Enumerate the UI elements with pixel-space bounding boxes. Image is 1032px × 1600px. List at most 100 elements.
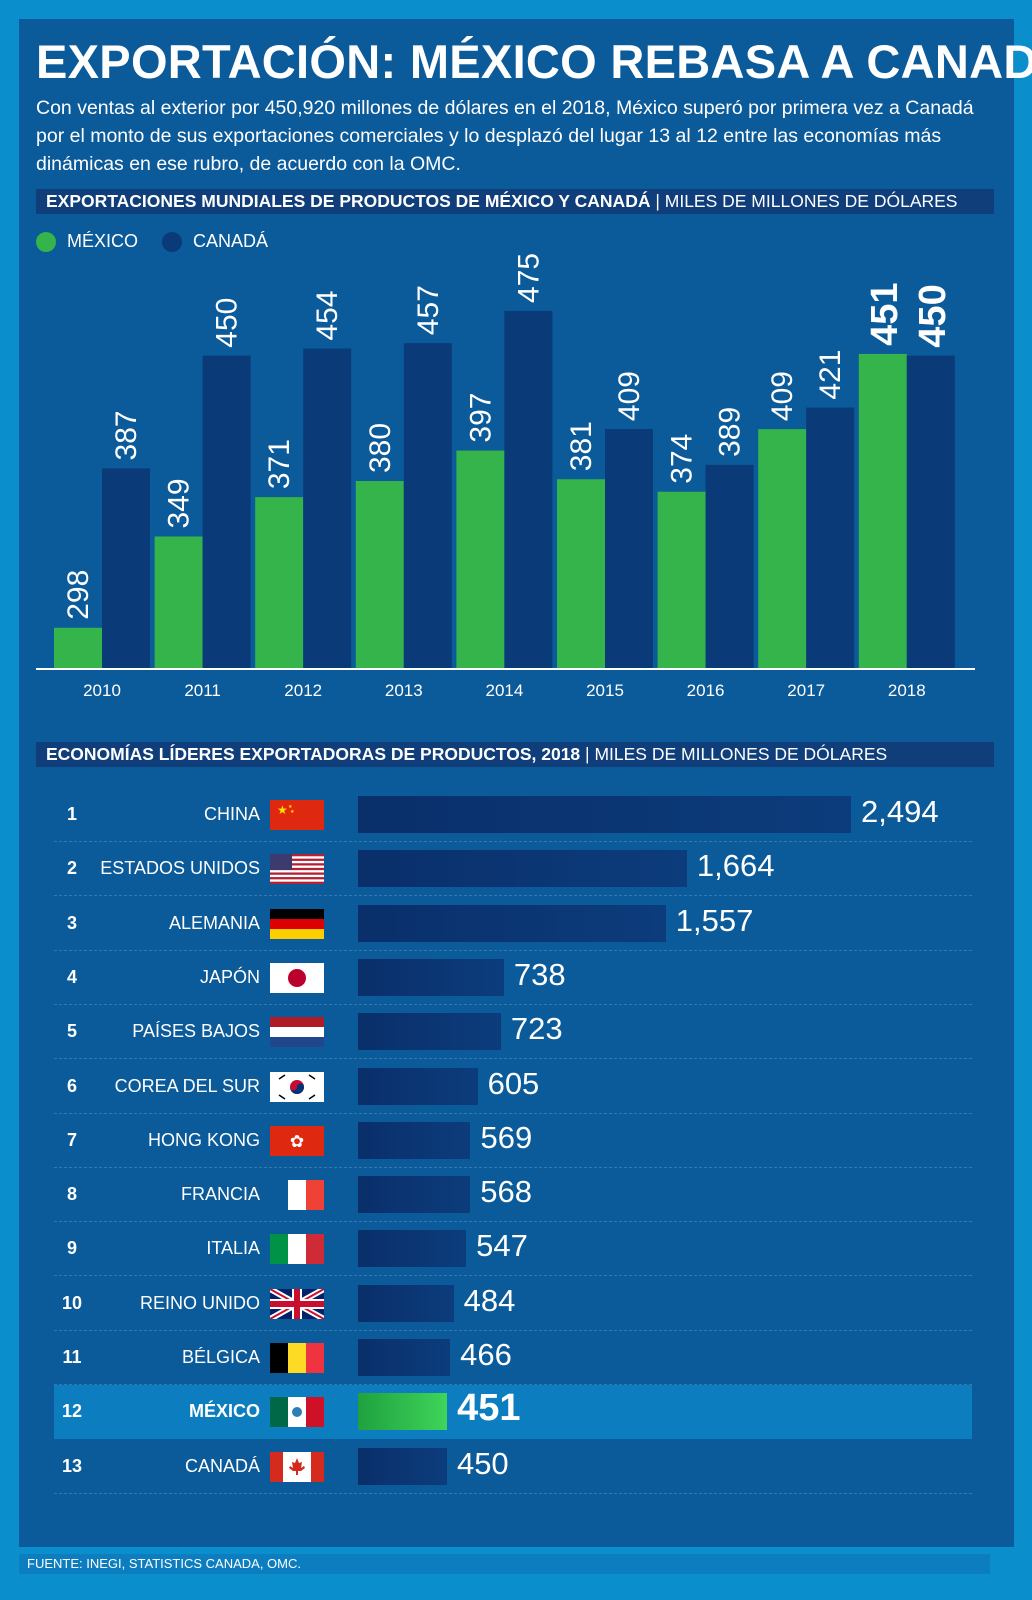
bar-mexico-2015	[557, 479, 605, 668]
mexico-flag-icon	[270, 1397, 324, 1428]
country-name: CHINA	[203, 804, 260, 824]
rank-bar-china	[358, 796, 851, 833]
rank-bar-bélgica	[358, 1339, 451, 1376]
rank-number: 6	[66, 1075, 77, 1096]
data-label-canada-2015: 409	[613, 371, 646, 421]
bar-canada-2011	[202, 355, 251, 668]
legend-item-canada: CANADÁ	[162, 231, 268, 252]
data-label-canada-2016: 389	[714, 407, 747, 457]
data-label-canada-2014: 475	[512, 253, 545, 303]
rank-value-label: 451	[457, 1387, 521, 1430]
bar-canada-2018	[906, 355, 955, 668]
data-label-canada-2013: 457	[412, 285, 445, 335]
bar-canada-2014	[504, 310, 553, 668]
rank-row: 9 ITALIA 547	[54, 1222, 972, 1277]
data-label-mexico-2010: 298	[62, 570, 95, 620]
rank-number: 5	[66, 1021, 77, 1042]
rank-row: 1 CHINA ★ ★ ★ 2,494	[54, 788, 972, 842]
rank-value-label: 2,494	[861, 794, 939, 829]
bar-canada-2016	[705, 464, 754, 668]
rank-row: 13 CANADÁ 450	[54, 1440, 972, 1494]
rank-number: 12	[61, 1401, 83, 1422]
section-unit: MILES DE MILLONES DE DÓLARES	[664, 191, 958, 211]
bar-canada-2010	[102, 468, 150, 668]
legend-label-mexico: MÉXICO	[67, 231, 139, 251]
data-label-mexico-2018: 451	[864, 283, 906, 346]
legend-dot-mexico	[36, 231, 56, 252]
rank-number: 7	[66, 1129, 77, 1150]
rank-number: 1	[66, 804, 77, 824]
korea-flag-icon	[270, 1071, 324, 1102]
bar-canada-2013	[403, 343, 452, 668]
bar-mexico-2010	[54, 627, 102, 668]
country-name: BÉLGICA	[181, 1347, 260, 1367]
rank-bar-méxico	[358, 1393, 448, 1431]
rank-row: 3 ALEMANIA 1,557	[54, 897, 972, 951]
rank-row: 5 PAÍSES BAJOS 723	[54, 1005, 972, 1060]
section-title: ECONOMÍAS LÍDERES EXPORTADORAS DE PRODUC…	[46, 744, 581, 764]
france-flag-icon	[270, 1180, 324, 1211]
data-label-mexico-2016: 374	[666, 434, 699, 484]
bar-mexico-2013	[355, 481, 404, 668]
rank-bar-hong-kong	[358, 1121, 471, 1159]
bar-mexico-2017	[758, 429, 807, 668]
rank-number: 2	[66, 858, 77, 879]
bar-mexico-2011	[154, 536, 203, 668]
legend-label-canada: CANADÁ	[193, 231, 269, 251]
rank-bar-japón	[358, 958, 504, 996]
legend-item-mexico: MÉXICO	[36, 231, 138, 252]
rank-value-label: 484	[463, 1282, 516, 1318]
country-name: MÉXICO	[188, 1401, 260, 1422]
section-title: EXPORTACIONES MUNDIALES DE PRODUCTOS DE …	[46, 191, 651, 211]
country-name: ESTADOS UNIDOS	[100, 858, 260, 879]
bar-mexico-2014	[456, 450, 505, 668]
rank-value-label: 738	[513, 956, 566, 992]
rank-value-label: 1,557	[675, 902, 754, 938]
bar-canada-2012	[303, 348, 352, 668]
bar-mexico-2018	[858, 353, 907, 668]
rank-bar-francia	[358, 1176, 471, 1214]
data-label-canada-2010: 387	[110, 410, 143, 460]
rank-number: 10	[61, 1292, 83, 1313]
rank-row: 2 ESTADOS UNIDOS 1,664	[54, 842, 972, 897]
rank-row: 6 COREA DEL SUR 605	[54, 1060, 972, 1114]
rank-bar-reino-unido	[358, 1284, 454, 1322]
rank-value-label: 605	[487, 1065, 540, 1101]
data-label-mexico-2011: 349	[163, 478, 196, 528]
italy-flag-icon	[270, 1234, 324, 1265]
rank-bar-estados-unidos	[358, 850, 687, 888]
section-unit: MILES DE MILLONES DE DÓLARES	[594, 744, 888, 764]
rank-value-label: 1,664	[696, 848, 775, 884]
svg-text:✿: ✿	[290, 1132, 304, 1151]
x-tick-label-2014: 2014	[485, 681, 523, 700]
x-tick-label-2013: 2013	[385, 681, 423, 700]
bar-mexico-2016	[657, 491, 706, 668]
country-name: REINO UNIDO	[139, 1292, 260, 1313]
rank-row: 10 REINO UNIDO 484	[54, 1277, 972, 1331]
x-tick-label-2012: 2012	[284, 681, 322, 700]
data-label-mexico-2014: 397	[464, 393, 497, 443]
bar-canada-2015	[605, 429, 653, 668]
x-tick-label-2017: 2017	[787, 681, 825, 700]
rank-number: 3	[66, 912, 77, 933]
data-label-canada-2012: 454	[311, 290, 344, 340]
rank-value-label: 568	[480, 1174, 532, 1210]
rank-bar-canadá	[358, 1447, 447, 1485]
country-name: ITALIA	[206, 1238, 260, 1259]
rank-value-label: 547	[476, 1228, 528, 1264]
rank-number: 9	[66, 1238, 77, 1259]
usa-flag-icon	[270, 854, 324, 885]
intro-paragraph: Con ventas al exterior por 450,920 millo…	[36, 97, 974, 175]
data-label-canada-2018: 450	[912, 284, 954, 347]
country-name: CANADÁ	[184, 1455, 260, 1476]
data-label-mexico-2015: 381	[565, 421, 598, 471]
rank-bar-corea-del-sur	[358, 1067, 478, 1105]
rank-value-label: 466	[460, 1337, 512, 1372]
page-title: EXPORTACIÓN: MÉXICO REBASA A CANADÁ	[36, 35, 1032, 88]
japan-flag-icon	[270, 962, 324, 993]
canada-flag-icon	[270, 1451, 324, 1482]
rank-value-label: 450	[456, 1445, 509, 1481]
rank-value-label: 723	[510, 1011, 563, 1047]
country-name: ALEMANIA	[168, 912, 260, 933]
x-tick-label-2016: 2016	[687, 681, 725, 700]
